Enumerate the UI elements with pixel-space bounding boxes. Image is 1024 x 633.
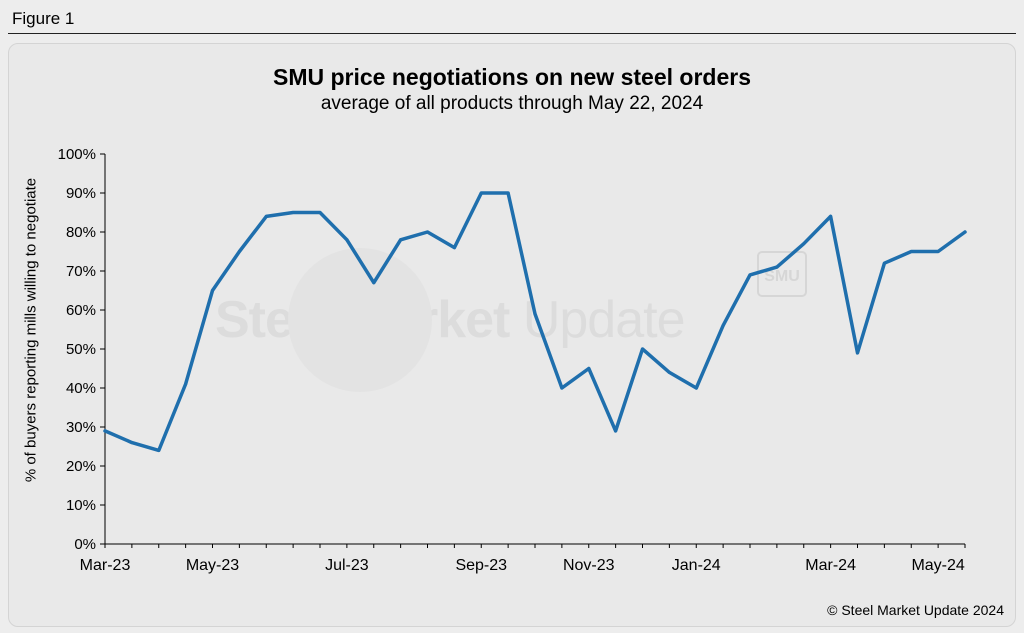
figure-label: Figure 1 bbox=[12, 9, 75, 28]
data-point bbox=[426, 230, 429, 234]
watermark-circle-icon bbox=[288, 248, 432, 392]
series-line bbox=[103, 191, 967, 453]
x-tick-label: Nov-23 bbox=[563, 557, 615, 574]
data-point bbox=[748, 273, 752, 277]
data-point bbox=[211, 289, 214, 292]
data-point bbox=[506, 191, 510, 195]
data-point bbox=[237, 250, 241, 253]
data-point bbox=[399, 238, 403, 242]
watermark-light: Update bbox=[509, 291, 686, 349]
data-point bbox=[452, 246, 456, 250]
y-tick-label: 40% bbox=[66, 380, 96, 397]
x-tick-label: May-24 bbox=[911, 557, 964, 574]
copyright-notice: © Steel Market Update 2024 bbox=[827, 602, 1004, 618]
y-tick-label: 70% bbox=[66, 263, 96, 280]
data-point bbox=[184, 382, 188, 386]
data-point bbox=[291, 211, 295, 214]
data-point bbox=[587, 367, 591, 370]
data-point bbox=[641, 347, 644, 351]
x-tick-label: May-23 bbox=[186, 557, 239, 574]
data-point bbox=[157, 448, 161, 452]
x-tick-label: Jan-24 bbox=[672, 557, 721, 574]
data-point bbox=[130, 441, 134, 445]
data-point bbox=[721, 324, 725, 328]
data-point bbox=[345, 238, 349, 242]
data-point bbox=[909, 250, 913, 253]
data-point bbox=[829, 214, 833, 218]
y-tick-label: 10% bbox=[66, 497, 96, 514]
data-point bbox=[318, 211, 322, 214]
data-point bbox=[882, 261, 886, 265]
data-point bbox=[103, 429, 107, 433]
data-point bbox=[936, 250, 940, 253]
chart-title: SMU price negotiations on new steel orde… bbox=[273, 64, 751, 90]
data-point bbox=[614, 429, 618, 433]
y-tick-label: 60% bbox=[66, 302, 96, 319]
data-point bbox=[560, 386, 564, 390]
y-tick-label: 90% bbox=[66, 185, 96, 202]
x-tick-label: Sep-23 bbox=[455, 557, 507, 574]
y-tick-label: 30% bbox=[66, 419, 96, 436]
data-point bbox=[667, 370, 671, 374]
data-point bbox=[963, 230, 967, 234]
data-point bbox=[694, 386, 698, 390]
figure-divider bbox=[8, 33, 1016, 34]
data-point bbox=[533, 312, 537, 316]
data-point bbox=[372, 281, 376, 285]
data-point bbox=[479, 191, 483, 195]
y-tick-label: 20% bbox=[66, 458, 96, 475]
y-tick-label: 50% bbox=[66, 341, 96, 358]
chart-subtitle: average of all products through May 22, … bbox=[320, 93, 704, 114]
chart-panel bbox=[8, 43, 1016, 627]
data-point bbox=[775, 265, 779, 269]
x-tick-label: Mar-23 bbox=[80, 557, 131, 574]
x-tick-label: Jul-23 bbox=[325, 557, 369, 574]
x-tick-label: Mar-24 bbox=[805, 557, 856, 574]
data-point bbox=[802, 242, 806, 246]
watermark-badge-text: SMU bbox=[764, 268, 800, 285]
data-point bbox=[856, 351, 859, 355]
y-tick-label: 0% bbox=[74, 536, 96, 553]
y-tick-label: 100% bbox=[58, 146, 96, 163]
y-tick-label: 80% bbox=[66, 224, 96, 241]
data-point bbox=[264, 214, 268, 218]
